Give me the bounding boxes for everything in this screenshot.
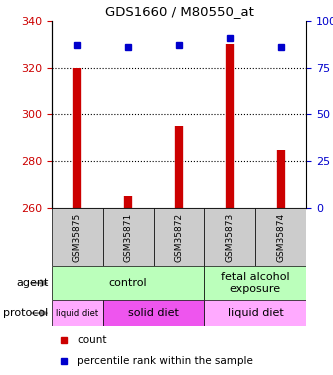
Text: solid diet: solid diet xyxy=(128,308,179,318)
Text: GSM35875: GSM35875 xyxy=(73,213,82,262)
Bar xyxy=(204,208,255,266)
Text: GSM35871: GSM35871 xyxy=(124,213,133,262)
Text: GSM35873: GSM35873 xyxy=(225,213,234,262)
Bar xyxy=(52,208,103,266)
Text: control: control xyxy=(109,278,147,288)
Bar xyxy=(52,300,103,326)
Bar xyxy=(103,208,154,266)
Title: GDS1660 / M80550_at: GDS1660 / M80550_at xyxy=(105,5,253,18)
Bar xyxy=(255,208,306,266)
Text: agent: agent xyxy=(16,278,48,288)
Text: liquid diet: liquid diet xyxy=(227,308,283,318)
Bar xyxy=(204,300,306,326)
Text: count: count xyxy=(77,335,107,345)
Text: GSM35874: GSM35874 xyxy=(276,213,285,262)
Text: fetal alcohol
exposure: fetal alcohol exposure xyxy=(221,272,290,294)
Bar xyxy=(204,266,306,300)
Text: liquid diet: liquid diet xyxy=(56,309,98,318)
Text: protocol: protocol xyxy=(3,308,48,318)
Bar xyxy=(103,300,204,326)
Bar xyxy=(52,266,204,300)
Text: GSM35872: GSM35872 xyxy=(174,213,183,262)
Bar xyxy=(154,208,204,266)
Text: percentile rank within the sample: percentile rank within the sample xyxy=(77,356,253,366)
